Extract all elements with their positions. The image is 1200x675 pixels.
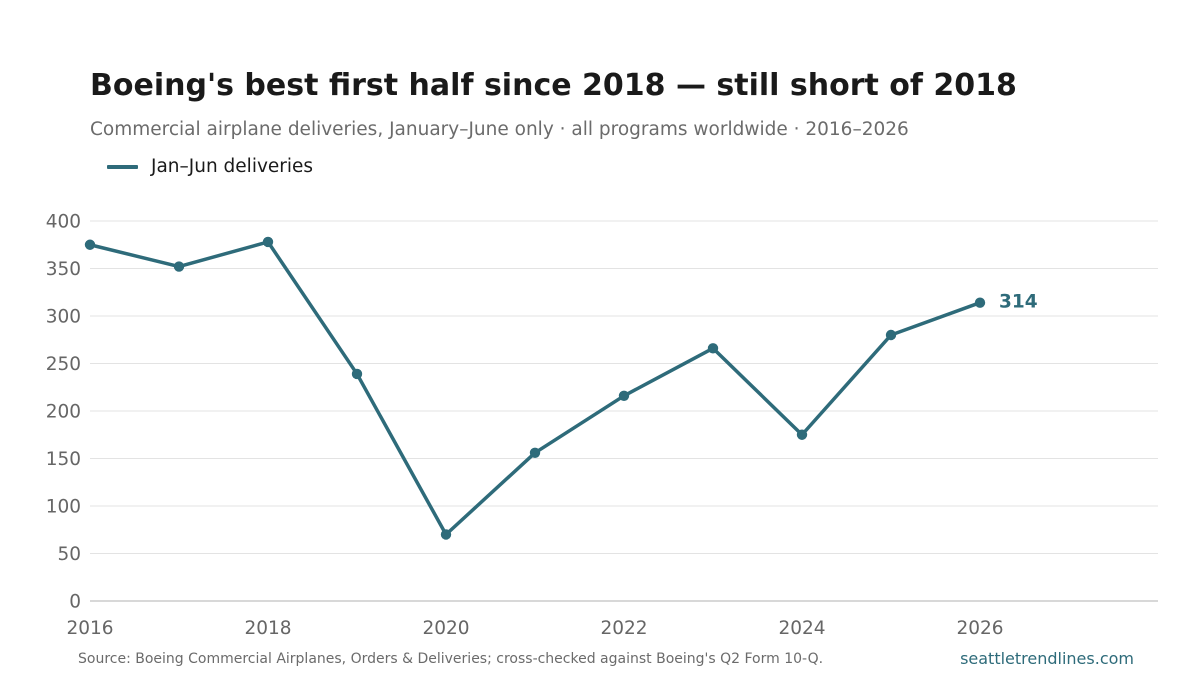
series-layer — [84, 236, 986, 540]
data-point — [440, 529, 452, 540]
data-point — [351, 368, 363, 380]
data-point — [707, 343, 719, 354]
y-tick-label: 0 — [69, 592, 81, 613]
chart-title: Boeing's best first half since 2018 — st… — [90, 68, 1017, 103]
legend: Jan–Jun deliveries — [107, 156, 313, 177]
chart-subtitle: Commercial airplane deliveries, January–… — [90, 119, 909, 140]
y-tick-label: 100 — [46, 497, 81, 518]
y-axis-ticks: 0 50 100 150 200 250 300 350 400 — [46, 212, 81, 613]
data-point — [529, 447, 541, 458]
data-point — [84, 239, 96, 250]
x-tick-label: 2026 — [956, 618, 1003, 639]
grid-lines — [90, 220, 1158, 602]
y-tick-label: 50 — [57, 544, 81, 565]
legend-swatch — [107, 164, 138, 169]
data-point — [974, 297, 986, 308]
x-tick-label: 2016 — [66, 618, 113, 639]
y-tick-label: 400 — [46, 212, 81, 233]
source-note: Source: Boeing Commercial Airplanes, Ord… — [78, 651, 824, 667]
y-tick-label: 150 — [46, 449, 81, 470]
data-point — [173, 261, 185, 272]
end-value-label: 314 — [999, 292, 1038, 313]
y-tick-label: 300 — [46, 307, 81, 328]
x-tick-label: 2024 — [778, 618, 825, 639]
data-point — [618, 390, 630, 401]
x-tick-label: 2018 — [244, 618, 291, 639]
y-tick-label: 350 — [46, 259, 81, 280]
annotation-layer: 314 — [999, 292, 1038, 313]
y-tick-label: 200 — [46, 402, 81, 423]
data-point — [885, 329, 897, 341]
legend-label: Jan–Jun deliveries — [151, 156, 314, 177]
series-line — [88, 240, 982, 537]
data-point — [796, 429, 808, 440]
data-point — [262, 236, 274, 248]
site-link[interactable]: seattletrendlines.com — [960, 649, 1134, 668]
y-tick-label: 250 — [46, 354, 81, 375]
x-tick-label: 2020 — [422, 618, 469, 639]
x-axis-ticks: 2016 2018 2020 2022 2024 2026 — [66, 618, 1003, 639]
x-tick-label: 2022 — [600, 618, 647, 639]
